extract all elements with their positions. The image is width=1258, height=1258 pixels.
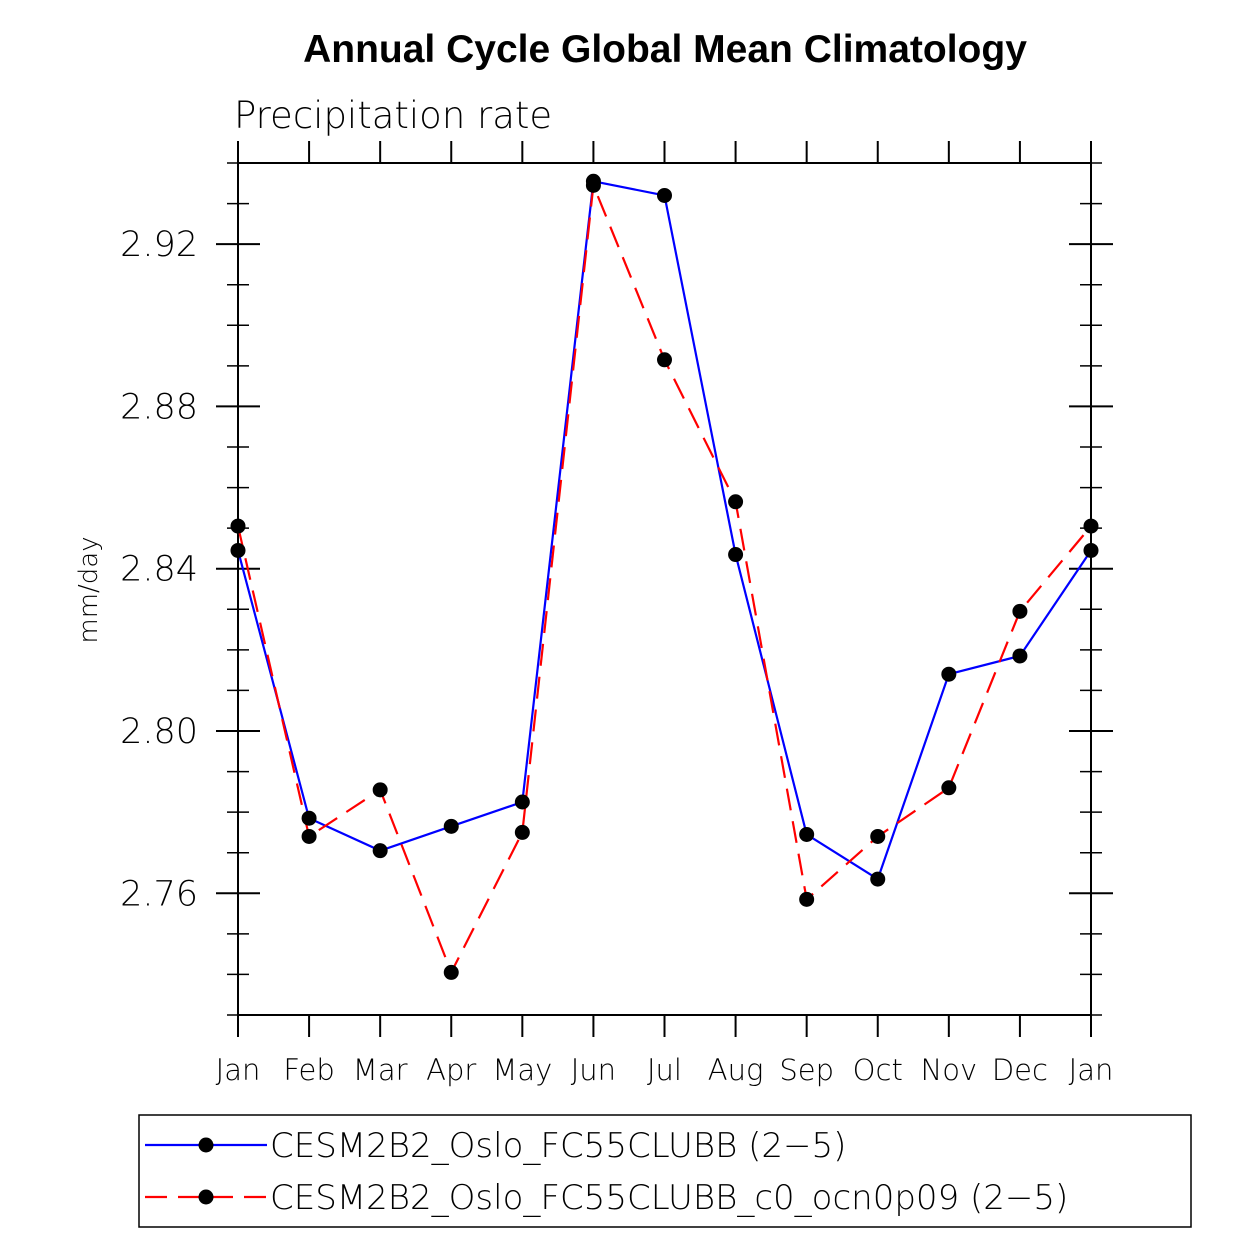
x-tick-label: Dec — [992, 1053, 1048, 1087]
data-point-s2-8 — [799, 891, 815, 907]
x-tick-label: Nov — [921, 1053, 978, 1087]
data-point-s1-8 — [799, 826, 815, 842]
data-point-s1-3 — [443, 818, 459, 834]
axes-group: Jan Feb Mar Apr May Jun Jul Aug Sep Oct Nov Dec Jan 2… — [120, 141, 1113, 1087]
x-tick-label: Aug — [708, 1053, 764, 1087]
series-group — [230, 173, 1099, 980]
y-tick-label: 2.84 — [120, 550, 198, 590]
x-tick-label: Jun — [571, 1053, 616, 1087]
data-point-s2-11 — [1012, 603, 1028, 619]
data-point-s2-1 — [301, 828, 317, 844]
x-tick-label: Jan — [216, 1053, 261, 1087]
data-point-s1-11 — [1012, 648, 1028, 664]
legend: CESM2B2_Oslo_FC55CLUBB (2−5) CESM2B2_Oslo… — [138, 1114, 1192, 1228]
data-point-s2-4 — [514, 824, 530, 840]
y-tick-label: 2.88 — [120, 387, 198, 427]
data-point-s2-7 — [728, 494, 744, 510]
data-point-s2-9 — [870, 828, 886, 844]
x-tick-label: May — [492, 1053, 552, 1087]
chart-title: Annual Cycle Global Mean Climatology — [303, 28, 1027, 71]
data-point-s2-0 — [230, 518, 246, 534]
data-point-s2-2 — [372, 782, 388, 798]
data-point-s1-2 — [372, 843, 388, 859]
x-tick-label: Jul — [647, 1053, 682, 1087]
x-tick-label: Oct — [853, 1053, 903, 1087]
x-tick-label: Sep — [779, 1053, 834, 1087]
series-line-1 — [236, 179, 1092, 881]
data-point-s2-3 — [443, 964, 459, 980]
legend-label-2: CESM2B2_Oslo_FC55CLUBB_c0_ocn0p09 (2−5) — [270, 1178, 1068, 1218]
data-point-s1-12 — [1083, 542, 1099, 558]
x-tick-label: Feb — [283, 1053, 334, 1087]
data-point-s1-9 — [870, 871, 886, 887]
y-axis-label: mm/day — [74, 536, 104, 643]
series-line-2 — [236, 184, 1092, 976]
data-point-s1-7 — [728, 547, 744, 563]
legend-label-1: CESM2B2_Oslo_FC55CLUBB (2−5) — [270, 1126, 846, 1166]
data-point-s2-6 — [657, 352, 672, 368]
data-point-s1-4 — [514, 794, 530, 810]
legend-box — [138, 1114, 1192, 1228]
data-point-s2-10 — [941, 780, 957, 796]
legend-marker-1 — [198, 1137, 214, 1153]
data-point-s1-0 — [230, 542, 246, 558]
y-tick-label: 2.76 — [120, 874, 198, 914]
data-point-s1-1 — [301, 810, 317, 826]
y-tick-label: 2.92 — [120, 225, 198, 265]
legend-marker-2 — [198, 1189, 214, 1205]
x-tick-label: Apr — [426, 1053, 476, 1087]
data-point-s2-5 — [585, 177, 601, 193]
y-tick-label: 2.80 — [120, 712, 198, 752]
chart-subtitle: Precipitation rate — [234, 94, 552, 137]
data-point-s1-10 — [941, 666, 957, 682]
data-point-s1-6 — [657, 187, 672, 203]
x-tick-label: Jan — [1069, 1053, 1114, 1087]
plot-frame — [237, 162, 1092, 1016]
x-tick-label: Mar — [353, 1053, 408, 1087]
data-point-s2-12 — [1083, 518, 1099, 534]
